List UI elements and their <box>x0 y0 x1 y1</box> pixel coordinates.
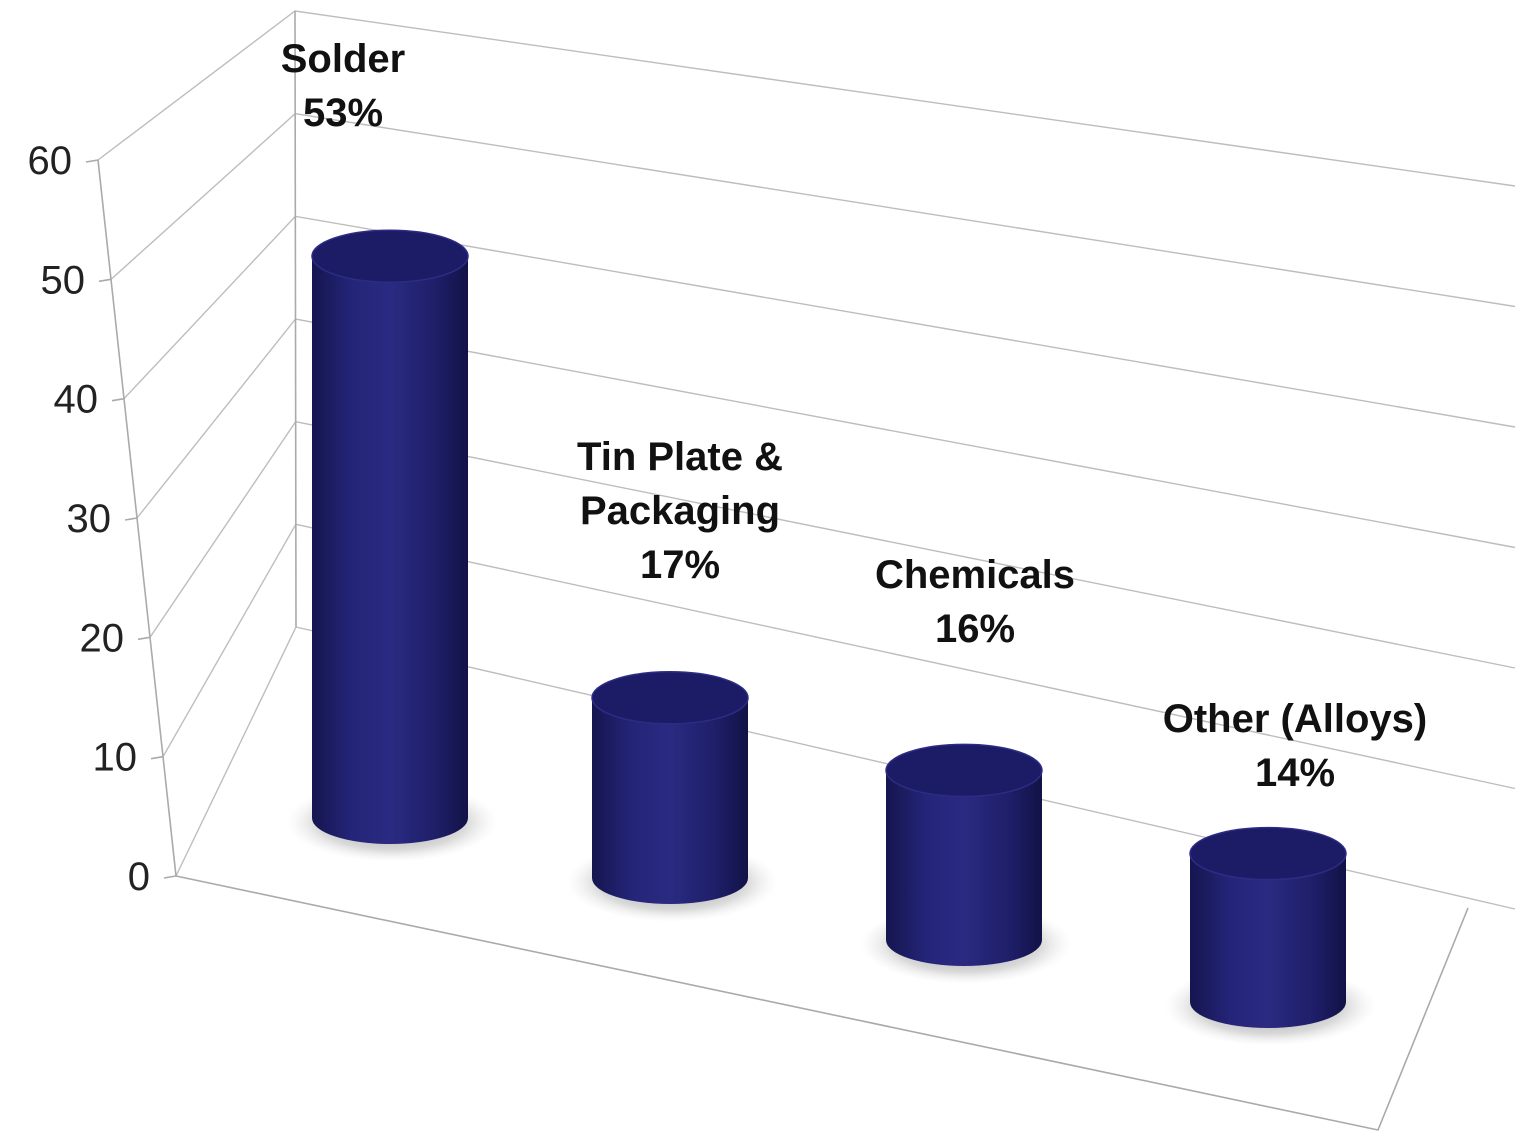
y-tick-label: 40 <box>54 378 99 422</box>
y-tick-mark <box>85 159 99 163</box>
y-axis-line <box>97 159 177 877</box>
y-tick-mark <box>163 875 177 879</box>
data-label: Chemicals 16% <box>875 553 1075 651</box>
bar-top <box>591 671 749 725</box>
bar-top <box>1189 826 1347 881</box>
y-tick-label: 30 <box>67 497 112 541</box>
y-tick-mark <box>98 278 112 283</box>
floor-edge <box>175 875 1469 1131</box>
y-axis-ticks: 0 10 20 30 40 50 60 <box>28 139 151 899</box>
bar-other-alloys- <box>1190 853 1346 1028</box>
y-tick-label: 60 <box>28 139 73 183</box>
y-tick-mark <box>137 636 151 641</box>
data-label: Other (Alloys) 14% <box>1163 697 1427 795</box>
y-tick-mark <box>124 517 138 521</box>
bar-tin-plate-packaging <box>592 697 748 904</box>
y-tick-label: 20 <box>80 616 125 660</box>
chart-frame <box>85 10 1469 1131</box>
y-tick-mark <box>150 755 164 760</box>
bar-solder <box>312 256 468 844</box>
y-tick-mark <box>111 397 125 402</box>
back-wall-edge <box>294 10 297 628</box>
y-tick-label: 10 <box>93 736 138 780</box>
data-labels: Solder 53% Tin Plate & Packaging 17% Chemical… <box>281 37 1427 795</box>
bars <box>286 229 1376 1046</box>
bar-top <box>311 229 469 283</box>
data-label: Tin Plate & Packaging 17% <box>577 435 783 587</box>
y-tick-label: 50 <box>41 258 86 302</box>
bar-chemicals <box>886 770 1042 966</box>
data-label: Solder 53% <box>281 37 405 135</box>
y-tick-label: 0 <box>128 855 150 899</box>
bar-top <box>885 743 1043 798</box>
